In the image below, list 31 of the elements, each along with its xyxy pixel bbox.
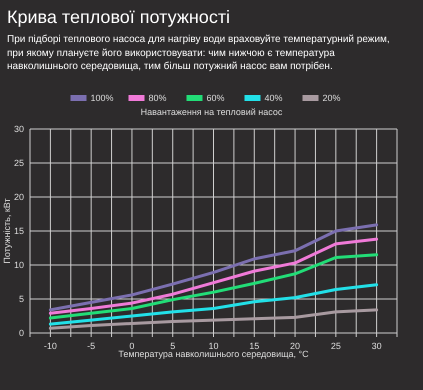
y-tick-label: 30	[14, 124, 24, 134]
x-tick-label: 10	[208, 341, 219, 351]
y-tick-label: 0	[18, 328, 24, 338]
y-tick-label: 15	[14, 226, 24, 236]
x-tick-label: 5	[170, 341, 176, 351]
line-series	[48, 238, 378, 315]
line-series	[48, 283, 378, 326]
x-tick-label: -10	[44, 341, 57, 351]
x-axis-title: Температура навколишнього середовища, °C	[118, 349, 310, 359]
x-tick-label: 25	[330, 341, 341, 351]
legend-label: 100%	[90, 93, 114, 103]
legend-title: Навантаження на тепловий насос	[140, 107, 283, 117]
y-tick-label: 10	[14, 260, 24, 270]
y-tick-label: 20	[14, 192, 24, 202]
x-tick-label: 30	[372, 341, 382, 351]
x-tick-label: 0	[129, 341, 134, 351]
x-tick-label: 15	[249, 341, 260, 351]
line-series	[48, 253, 378, 320]
x-tick-label: 20	[290, 341, 300, 351]
legend-label: 40%	[264, 93, 283, 103]
y-tick-label: 25	[14, 158, 24, 168]
line-series	[48, 223, 378, 312]
legend-label: 60%	[206, 93, 225, 103]
y-tick-label: 5	[18, 294, 24, 304]
x-tick-label: -5	[87, 341, 96, 351]
line-series	[48, 308, 378, 330]
y-axis-title: Потужність, кВт	[2, 198, 12, 264]
chart-title: Крива теплової потужності	[7, 7, 230, 28]
chart-subtitle: При підборі теплового насоса для нагріву води враховуйте температурний режим, при якому плануєте його використовувати: чим нижчою є температура навколишнього середовища, тим більш потужний насос вам потрібен.	[7, 33, 391, 74]
legend-label: 20%	[322, 93, 341, 103]
legend-label: 80%	[148, 93, 167, 103]
